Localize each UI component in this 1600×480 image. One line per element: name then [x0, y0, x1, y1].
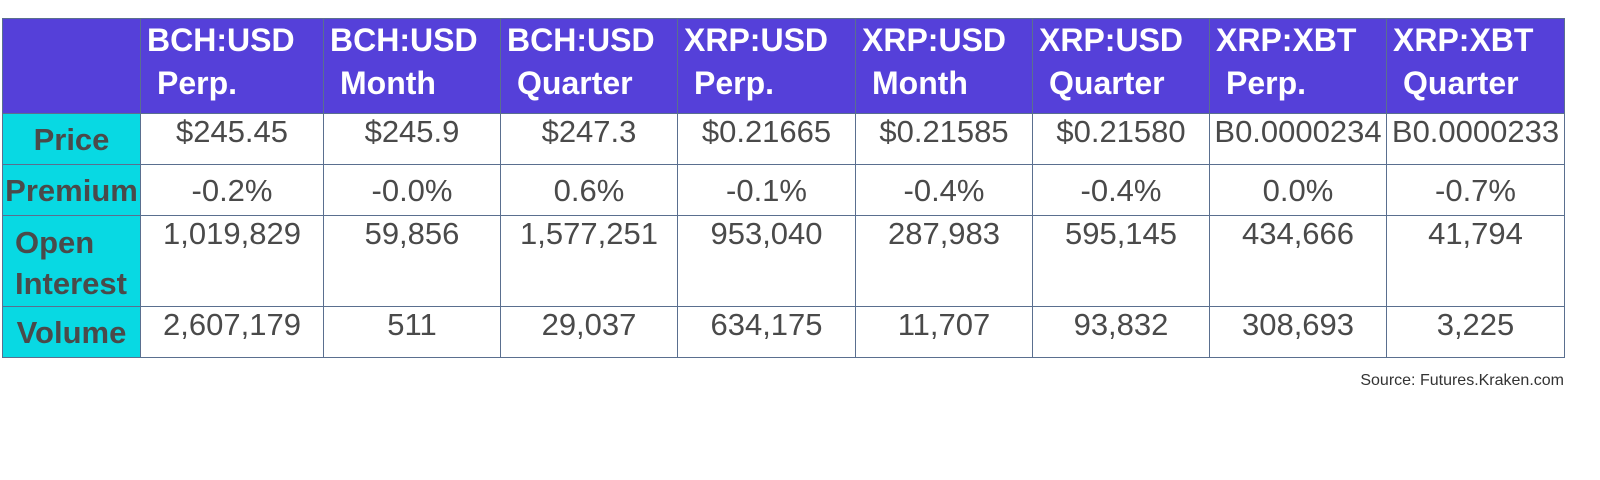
- row-header-volume: Volume: [2, 306, 141, 358]
- column-header-xrp-usd-perp: XRP:USD Perp.: [677, 18, 856, 114]
- column-header-pair: BCH:USD: [330, 22, 478, 58]
- table-cell: -0.2%: [140, 164, 324, 216]
- column-header-contract: Quarter: [517, 65, 633, 101]
- table-cell: 308,693: [1209, 306, 1387, 358]
- futures-table: BCH:USD Perp. BCH:USD Month BCH:USD Quar…: [2, 18, 1565, 358]
- column-header-pair: XRP:USD: [684, 22, 829, 58]
- column-header-xrp-xbt-perp: XRP:XBT Perp.: [1209, 18, 1387, 114]
- table-cell: 1,577,251: [500, 215, 678, 307]
- table-cell: 634,175: [677, 306, 856, 358]
- column-header-pair: BCH:USD: [507, 22, 655, 58]
- row-header-line: Interest: [15, 266, 127, 301]
- column-header-xrp-xbt-quarter: XRP:XBT Quarter: [1386, 18, 1565, 114]
- column-header-contract: Perp.: [694, 65, 775, 101]
- row-header-price: Price: [2, 113, 141, 165]
- table-row-volume: Volume 2,607,179 511 29,037 634,175 11,7…: [2, 306, 1565, 358]
- source-caption: Source: Futures.Kraken.com: [1360, 372, 1564, 389]
- table-cell: 29,037: [500, 306, 678, 358]
- corner-cell: [2, 18, 141, 114]
- column-header-bch-usd-month: BCH:USD Month: [323, 18, 501, 114]
- table-cell: $245.9: [323, 113, 501, 165]
- table-cell: $0.21665: [677, 113, 856, 165]
- column-header-contract: Quarter: [1403, 65, 1519, 101]
- header-row: BCH:USD Perp. BCH:USD Month BCH:USD Quar…: [2, 18, 1565, 114]
- row-header-open-interest: Open Interest: [2, 215, 141, 307]
- column-header-bch-usd-quarter: BCH:USD Quarter: [500, 18, 678, 114]
- table-cell: 1,019,829: [140, 215, 324, 307]
- table-cell: 0.6%: [500, 164, 678, 216]
- table-cell: 41,794: [1386, 215, 1565, 307]
- column-header-contract: Quarter: [1049, 65, 1165, 101]
- table-cell: 511: [323, 306, 501, 358]
- table-row-open-interest: Open Interest 1,019,829 59,856 1,577,251…: [2, 215, 1565, 307]
- table-row-premium: Premium -0.2% -0.0% 0.6% -0.1% -0.4% -0.…: [2, 164, 1565, 216]
- table-cell: 953,040: [677, 215, 856, 307]
- table-cell: -0.4%: [1032, 164, 1210, 216]
- table-cell: 434,666: [1209, 215, 1387, 307]
- table-cell: B0.0000233: [1386, 113, 1565, 165]
- table-cell: $0.21585: [855, 113, 1033, 165]
- table-cell: -0.7%: [1386, 164, 1565, 216]
- column-header-pair: BCH:USD: [147, 22, 295, 58]
- column-header-contract: Month: [872, 65, 968, 101]
- row-header-premium: Premium: [2, 164, 141, 216]
- table-cell: -0.4%: [855, 164, 1033, 216]
- column-header-contract: Perp.: [157, 65, 238, 101]
- column-header-xrp-usd-month: XRP:USD Month: [855, 18, 1033, 114]
- table-cell: 287,983: [855, 215, 1033, 307]
- table-cell: -0.1%: [677, 164, 856, 216]
- column-header-contract: Month: [340, 65, 436, 101]
- table-cell: $247.3: [500, 113, 678, 165]
- table-cell: $245.45: [140, 113, 324, 165]
- column-header-bch-usd-perp: BCH:USD Perp.: [140, 18, 324, 114]
- table-cell: -0.0%: [323, 164, 501, 216]
- column-header-pair: XRP:USD: [862, 22, 1007, 58]
- row-header-line: Open: [15, 225, 95, 260]
- column-header-pair: XRP:XBT: [1393, 22, 1534, 58]
- column-header-pair: XRP:XBT: [1216, 22, 1357, 58]
- column-header-contract: Perp.: [1226, 65, 1307, 101]
- table-cell: 2,607,179: [140, 306, 324, 358]
- table-cell: $0.21580: [1032, 113, 1210, 165]
- table-cell: B0.0000234: [1209, 113, 1387, 165]
- table-cell: 59,856: [323, 215, 501, 307]
- table-cell: 93,832: [1032, 306, 1210, 358]
- column-header-pair: XRP:USD: [1039, 22, 1184, 58]
- table-cell: 11,707: [855, 306, 1033, 358]
- column-header-xrp-usd-quarter: XRP:USD Quarter: [1032, 18, 1210, 114]
- table-cell: 595,145: [1032, 215, 1210, 307]
- table-cell: 0.0%: [1209, 164, 1387, 216]
- table-cell: 3,225: [1386, 306, 1565, 358]
- table-row-price: Price $245.45 $245.9 $247.3 $0.21665 $0.…: [2, 113, 1565, 165]
